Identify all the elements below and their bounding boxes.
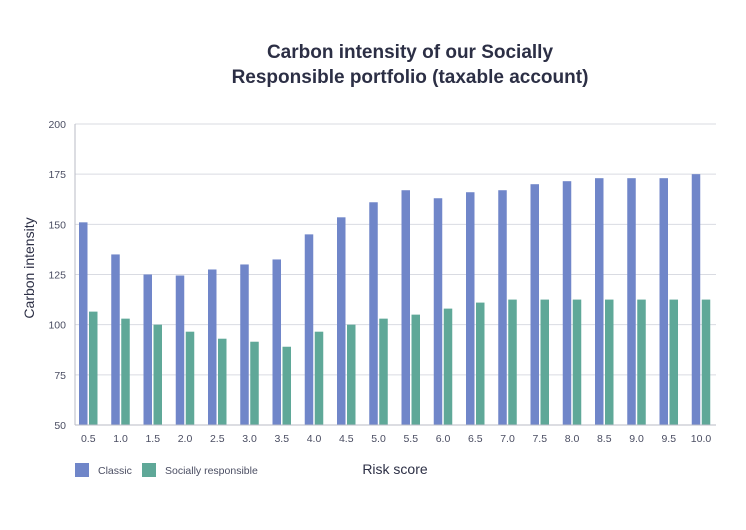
- legend: Classic Socially responsible: [75, 463, 258, 477]
- x-tick-label: 7.0: [500, 433, 515, 445]
- x-tick-label: 8.5: [597, 433, 612, 445]
- chart-title-line-2: Responsible portfolio (taxable account): [231, 67, 589, 88]
- bar-socially-responsible-6.0: [443, 308, 453, 425]
- legend-label-socially-responsible: Socially responsible: [165, 465, 258, 477]
- bar-classic-7.5: [530, 184, 539, 425]
- bar-classic-7.0: [498, 190, 507, 425]
- bar-classic-6.0: [433, 198, 443, 425]
- x-axis-ticks: 0.5 1.0 1.5 2.0 2.5 3.0 3.5 4.0 4.5 5.0 5.5 6.0 6.5 7…: [81, 433, 711, 445]
- bar-classic-9.5: [659, 178, 668, 425]
- x-tick-label: 2.0: [178, 433, 193, 445]
- bar-classic-8.0: [562, 181, 572, 425]
- bar-socially-responsible-3.0: [250, 341, 259, 425]
- bar-classic-3.0: [240, 264, 249, 425]
- legend-swatch-classic: [75, 463, 89, 477]
- gridlines: [75, 123, 716, 376]
- bar-socially-responsible-6.5: [476, 302, 485, 425]
- bar-classic-1.0: [111, 254, 120, 425]
- y-axis-ticks: 50 75 100 125 150 175 200: [48, 119, 66, 432]
- x-tick-label: 0.5: [81, 433, 96, 445]
- bar-classic-9.0: [627, 178, 636, 425]
- x-tick-label: 5.0: [371, 433, 386, 445]
- bar-socially-responsible-3.5: [282, 346, 291, 425]
- bar-classic-0.5: [79, 222, 88, 425]
- bar-classic-5.5: [401, 190, 410, 425]
- x-tick-label: 3.0: [242, 433, 257, 445]
- bar-socially-responsible-7.0: [508, 299, 517, 425]
- bar-socially-responsible-9.5: [669, 299, 678, 425]
- bar-socially-responsible-5.5: [411, 314, 420, 425]
- y-tick-label: 200: [48, 119, 66, 131]
- y-tick-label: 175: [48, 169, 66, 181]
- bar-classic-4.5: [337, 217, 346, 425]
- bar-socially-responsible-8.5: [605, 299, 614, 425]
- chart-title: Carbon intensity of our Socially Respons…: [0, 40, 746, 90]
- bar-socially-responsible-8.0: [572, 299, 582, 425]
- x-tick-label: 4.0: [307, 433, 322, 445]
- bar-socially-responsible-5.0: [379, 318, 388, 425]
- chart-title-line-1: Carbon intensity of our Socially: [266, 42, 554, 63]
- bar-classic-10.0: [691, 174, 701, 425]
- bar-socially-responsible-9.0: [637, 299, 646, 425]
- bar-socially-responsible-1.0: [121, 318, 130, 425]
- bar-classic-1.5: [143, 274, 152, 425]
- y-tick-label: 75: [54, 370, 66, 382]
- legend-swatch-socially-responsible: [142, 463, 156, 477]
- bar-classic-4.0: [304, 234, 314, 425]
- bar-classic-6.5: [466, 192, 475, 425]
- x-tick-label: 7.5: [532, 433, 547, 445]
- bar-socially-responsible-2.0: [185, 331, 195, 425]
- x-tick-label: 3.5: [274, 433, 289, 445]
- x-tick-label: 1.5: [145, 433, 160, 445]
- x-tick-label: 10.0: [691, 433, 712, 445]
- bar-classic-3.5: [272, 259, 281, 425]
- y-tick-label: 100: [48, 320, 66, 332]
- x-tick-label: 1.0: [113, 433, 128, 445]
- bar-socially-responsible-2.5: [218, 338, 227, 425]
- bar-classic-5.0: [369, 202, 378, 425]
- x-tick-label: 2.5: [210, 433, 225, 445]
- x-tick-label: 6.5: [468, 433, 483, 445]
- bar-socially-responsible-4.0: [314, 331, 324, 425]
- x-tick-label: 6.0: [436, 433, 451, 445]
- legend-label-classic: Classic: [98, 465, 132, 477]
- y-tick-label: 125: [48, 270, 66, 282]
- x-tick-label: 9.0: [629, 433, 644, 445]
- x-tick-label: 9.5: [661, 433, 676, 445]
- bar-classic-2.0: [175, 275, 185, 425]
- bar-socially-responsible-4.5: [347, 324, 356, 425]
- bar-socially-responsible-1.5: [153, 324, 162, 425]
- bar-socially-responsible-0.5: [89, 311, 98, 425]
- x-tick-label: 5.5: [403, 433, 418, 445]
- bar-classic-8.5: [595, 178, 604, 425]
- bar-socially-responsible-7.5: [540, 299, 549, 425]
- y-tick-label: 50: [54, 420, 66, 432]
- bar-classic-2.5: [208, 269, 217, 425]
- y-tick-label: 150: [48, 219, 66, 231]
- bar-socially-responsible-10.0: [701, 299, 711, 425]
- x-axis-label: Risk score: [362, 461, 428, 477]
- x-tick-label: 4.5: [339, 433, 354, 445]
- x-tick-label: 8.0: [565, 433, 580, 445]
- y-axis-label: Carbon intensity: [21, 217, 37, 318]
- bars: [79, 174, 711, 425]
